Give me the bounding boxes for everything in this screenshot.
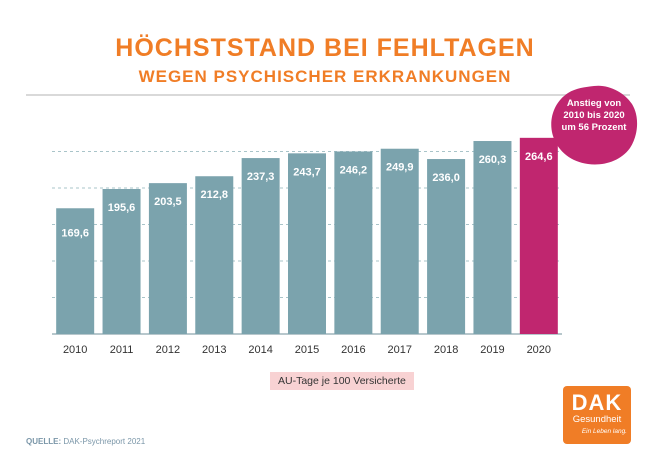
data-label: 237,3 [247, 171, 275, 183]
legend-label: AU-Tage je 100 Versicherte [270, 372, 414, 390]
x-tick-label: 2016 [341, 344, 365, 356]
bar [427, 159, 466, 334]
badge-shape [551, 85, 638, 165]
data-label: 264,6 [525, 151, 553, 163]
chart-title: HÖCHSTSTAND BEI FEHLTAGEN [115, 34, 535, 62]
bar [334, 151, 373, 334]
x-tick-label: 2010 [63, 344, 87, 356]
data-label: 249,9 [386, 162, 414, 174]
bar [473, 141, 512, 334]
data-label: 246,2 [340, 164, 368, 176]
data-label: 203,5 [154, 196, 182, 208]
bar [288, 153, 326, 334]
source-note: QUELLE: DAK-Psychreport 2021 [26, 437, 145, 446]
badge-line: Anstieg von [566, 98, 622, 109]
chart-subtitle: WEGEN PSYCHISCHER ERKRANKUNGEN [138, 67, 512, 86]
x-tick-label: 2011 [110, 344, 134, 356]
bar [241, 158, 280, 334]
data-label: 236,0 [432, 172, 460, 184]
data-label: 212,8 [201, 189, 229, 201]
data-label: 260,3 [479, 154, 507, 166]
x-tick-label: 2013 [202, 344, 226, 356]
x-tick-label: 2017 [387, 344, 411, 356]
x-tick-label: 2018 [434, 344, 458, 356]
x-tick-label: 2014 [248, 344, 272, 356]
data-label: 195,6 [108, 202, 136, 214]
data-label: 169,6 [61, 227, 89, 239]
bar [148, 183, 187, 334]
dak-logo: DAK Gesundheit Ein Leben lang. [563, 386, 631, 444]
header-divider [26, 94, 630, 96]
bar [380, 148, 419, 334]
x-tick-label: 2015 [295, 344, 319, 356]
x-tick-label: 2012 [156, 344, 180, 356]
badge-text: Anstieg von 2010 bis 2020 um 56 Prozent [550, 98, 638, 134]
bar [519, 137, 558, 334]
logo-tagline: Ein Leben lang. [581, 428, 627, 435]
x-tick-label: 2020 [527, 344, 551, 356]
bar [195, 176, 234, 334]
logo-name: Gesundheit [572, 414, 622, 425]
bar [56, 208, 95, 334]
x-tick-label: 2019 [480, 344, 504, 356]
source-text: DAK-Psychreport 2021 [63, 437, 146, 446]
source-label: QUELLE: [26, 437, 62, 446]
data-label: 243,7 [293, 166, 321, 178]
bar [102, 188, 141, 334]
increase-badge [551, 85, 638, 165]
badge-line: um 56 Prozent [561, 122, 627, 133]
badge-line: 2010 bis 2020 [563, 110, 625, 121]
logo-brand: DAK [571, 390, 623, 415]
